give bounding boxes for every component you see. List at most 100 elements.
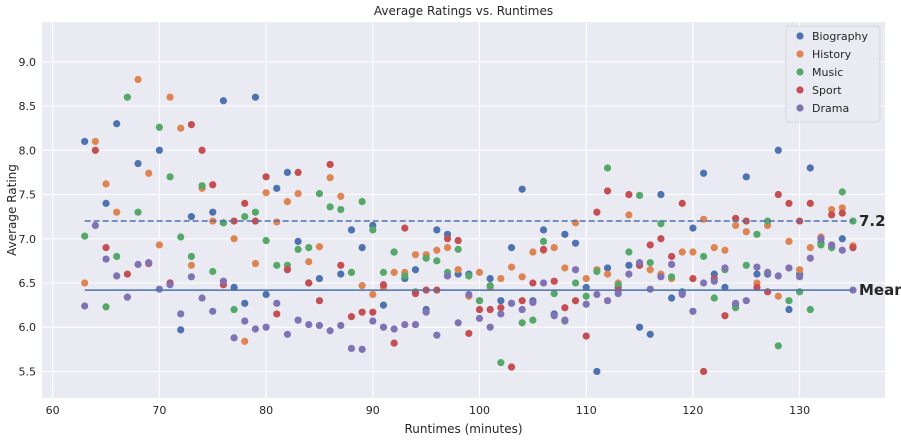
- data-point: [529, 316, 537, 324]
- data-point: [667, 273, 676, 281]
- data-point: [273, 299, 281, 307]
- data-point: [646, 285, 654, 293]
- data-point: [667, 260, 676, 269]
- data-point: [635, 191, 644, 200]
- data-point: [796, 266, 804, 274]
- data-point: [155, 123, 163, 131]
- x-tick-label: 60: [46, 404, 60, 417]
- data-point: [817, 241, 825, 249]
- y-tick-label: 6.5: [19, 277, 37, 290]
- x-tick-label: 70: [152, 404, 166, 417]
- data-point: [230, 283, 238, 292]
- data-point: [689, 224, 697, 232]
- data-point: [774, 190, 782, 199]
- data-point: [262, 236, 270, 245]
- data-point: [390, 339, 398, 347]
- data-point: [379, 281, 388, 289]
- data-point: [251, 217, 260, 225]
- data-point: [465, 290, 473, 299]
- data-point: [454, 319, 462, 327]
- data-point: [796, 288, 804, 296]
- data-point: [81, 279, 89, 287]
- data-point: [102, 303, 110, 311]
- data-point: [828, 211, 836, 219]
- data-point: [603, 270, 612, 278]
- data-point: [81, 232, 89, 240]
- x-tick-labels: 60 70 80 90 100 110 120 130: [46, 404, 810, 417]
- data-point: [486, 305, 494, 314]
- data-point: [849, 244, 857, 252]
- data-point: [774, 342, 782, 350]
- data-point: [657, 190, 665, 199]
- data-point: [507, 363, 516, 371]
- data-point: [379, 323, 388, 331]
- data-point: [732, 214, 740, 223]
- data-point: [710, 277, 718, 285]
- data-point: [796, 273, 804, 281]
- data-point: [657, 220, 665, 228]
- data-point: [753, 230, 761, 238]
- data-point: [699, 252, 708, 261]
- data-point: [91, 146, 99, 154]
- data-point: [764, 268, 772, 276]
- data-point: [529, 279, 537, 287]
- data-point: [347, 268, 356, 276]
- data-point: [721, 246, 729, 254]
- data-point: [326, 160, 334, 169]
- data-point: [625, 211, 633, 219]
- data-point: [614, 290, 622, 298]
- data-point: [401, 320, 409, 329]
- data-point: [699, 169, 708, 177]
- data-point: [571, 279, 580, 287]
- data-point: [465, 272, 473, 280]
- data-point: [497, 274, 505, 283]
- data-point: [678, 248, 686, 256]
- data-point: [219, 277, 228, 285]
- legend-entry: Drama: [812, 102, 849, 115]
- data-point: [593, 367, 601, 376]
- data-point: [518, 319, 526, 327]
- x-tick-label: 130: [789, 404, 810, 417]
- reference-line-label: 7.2: [859, 212, 886, 230]
- data-point: [838, 204, 846, 212]
- data-point: [315, 297, 324, 305]
- data-point: [518, 297, 526, 305]
- data-point: [785, 199, 793, 207]
- data-point: [262, 323, 270, 331]
- data-point: [582, 292, 590, 300]
- data-point: [625, 261, 633, 269]
- data-point: [177, 310, 185, 318]
- data-point: [326, 174, 334, 182]
- data-point: [497, 310, 505, 318]
- data-point: [849, 217, 857, 225]
- legend: Biography History Music Sport Drama: [785, 25, 881, 123]
- data-point: [785, 237, 793, 246]
- data-point: [582, 300, 590, 308]
- data-point: [219, 219, 228, 227]
- data-point: [294, 316, 302, 324]
- reference-line-label: Mean: [859, 281, 901, 299]
- data-point: [113, 120, 121, 128]
- data-point: [390, 268, 398, 276]
- data-point: [689, 307, 697, 315]
- data-point: [358, 282, 366, 290]
- data-point: [635, 259, 644, 267]
- x-tick-label: 80: [259, 404, 273, 417]
- data-point: [753, 263, 761, 271]
- data-point: [369, 226, 377, 234]
- data-point: [411, 266, 420, 274]
- data-point: [262, 173, 270, 181]
- data-point: [625, 270, 633, 278]
- data-point: [486, 274, 494, 283]
- data-point: [262, 290, 270, 299]
- data-point: [315, 190, 324, 198]
- data-point: [187, 252, 195, 261]
- data-point: [241, 199, 249, 207]
- data-point: [187, 273, 195, 281]
- data-point: [177, 233, 185, 241]
- data-point: [593, 267, 601, 276]
- data-point: [529, 248, 537, 256]
- data-point: [283, 330, 292, 338]
- data-point: [209, 307, 217, 315]
- data-point: [230, 235, 238, 243]
